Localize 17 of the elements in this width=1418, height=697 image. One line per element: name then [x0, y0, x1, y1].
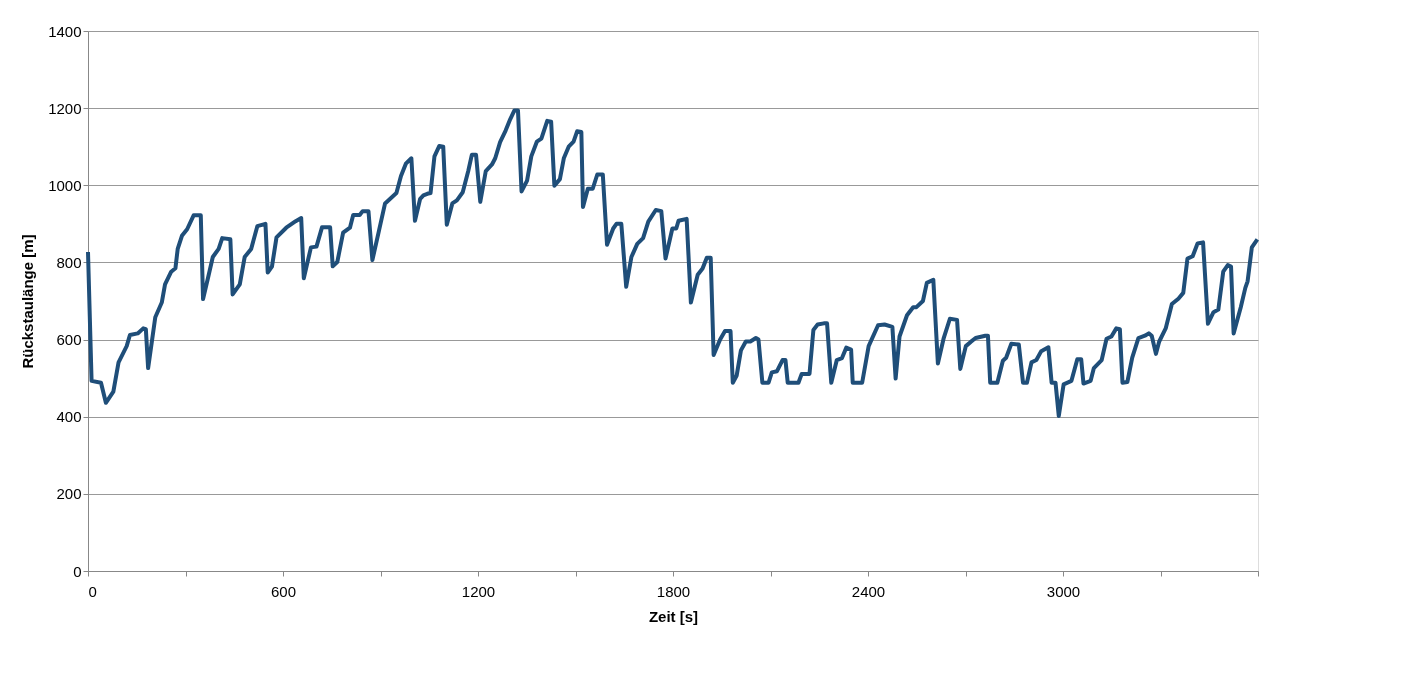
y-tick-label: 200	[56, 485, 82, 503]
y-tick-label: 1200	[48, 99, 82, 117]
y-tick-label: 600	[56, 331, 82, 349]
y-tick-label: 800	[56, 253, 82, 271]
y-tick-label: 400	[56, 408, 82, 426]
y-axis-title: Rückstaulänge [m]	[19, 234, 37, 369]
x-tick-label: 600	[270, 582, 297, 600]
line-series	[86, 108, 1260, 418]
y-tick-label: 1400	[48, 22, 82, 40]
x-tick-label: 1200	[461, 582, 496, 600]
y-tick-label: 0	[73, 562, 82, 580]
x-axis-title: Zeit [s]	[648, 607, 699, 625]
x-tick-label: 0	[88, 582, 97, 600]
x-tick-label: 1800	[656, 582, 691, 600]
x-tick-label: 2400	[851, 582, 886, 600]
x-tick-label: 3000	[1046, 582, 1081, 600]
y-tick-label: 1000	[48, 176, 82, 194]
